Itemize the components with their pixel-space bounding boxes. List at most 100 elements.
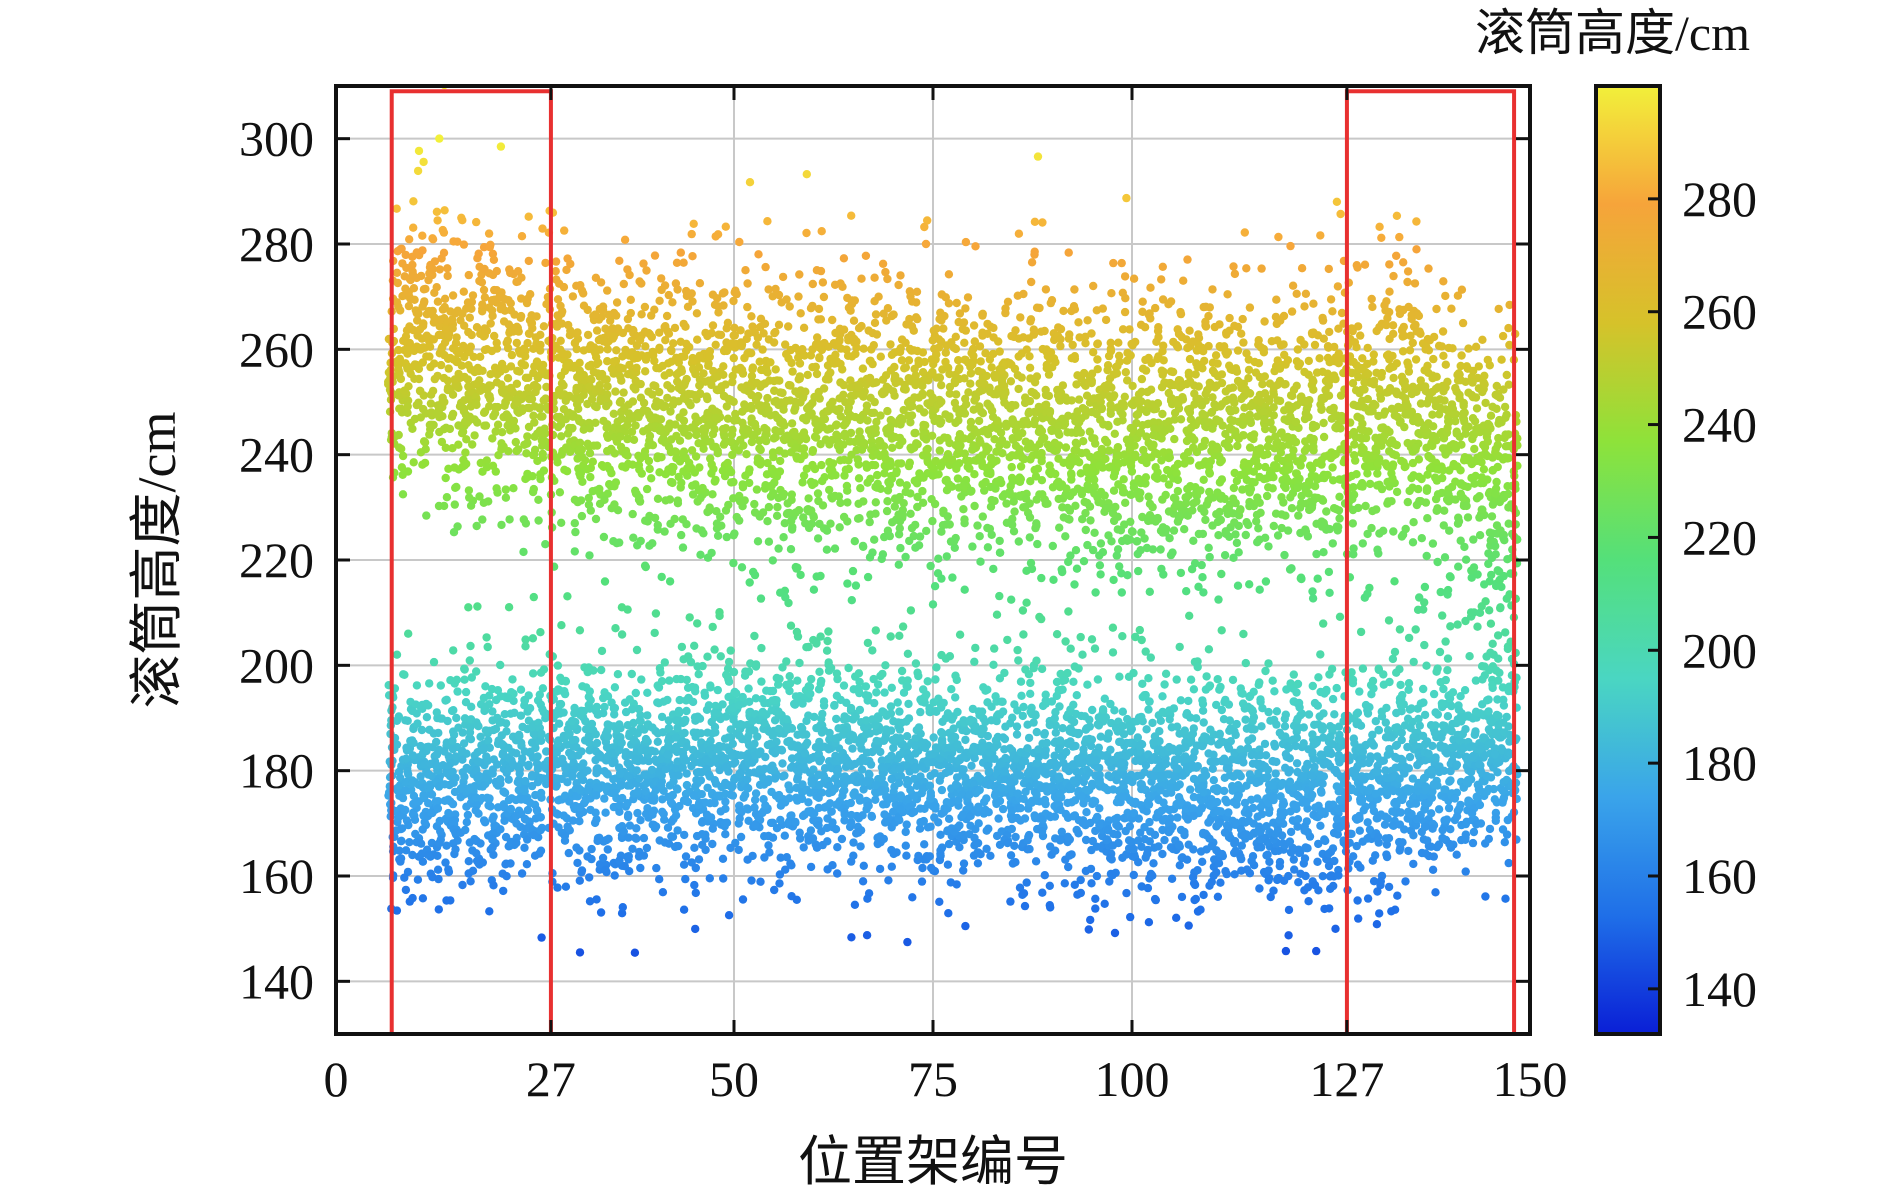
data-point [795,270,804,279]
data-point [1166,367,1176,376]
data-point [959,318,969,327]
data-point [653,494,663,503]
data-point [928,367,937,377]
data-point [704,361,713,370]
data-point [576,496,586,505]
data-point [468,440,477,449]
data-point [1000,398,1009,407]
data-point [808,447,817,456]
data-point [822,545,832,554]
data-point [719,301,728,310]
data-point [642,484,652,494]
data-point [439,248,449,257]
data-point [1363,359,1372,369]
data-point [1470,444,1479,454]
data-point [989,458,998,467]
data-point [641,355,651,364]
data-point [743,349,752,358]
data-point [1457,285,1467,294]
data-point [591,418,600,427]
data-point [665,368,674,377]
data-point [1447,304,1456,313]
data-point [1358,419,1367,428]
data-point [1325,327,1334,337]
data-point [1108,393,1118,402]
data-point [419,343,428,352]
data-point [497,443,507,452]
data-point [1142,432,1151,441]
data-point [942,341,951,350]
data-point [575,438,585,447]
data-point [478,515,487,524]
data-point [990,496,999,506]
data-point [480,293,490,302]
data-point [1169,526,1179,535]
data-point [457,361,466,370]
data-point [1007,360,1016,369]
data-point [1054,323,1063,332]
data-point [1109,472,1119,481]
data-point [1095,461,1104,470]
data-point [1054,454,1063,463]
data-point [1188,337,1198,346]
data-point [552,319,561,328]
data-point [995,347,1004,356]
data-point [885,422,895,431]
data-point [1194,330,1203,339]
data-point [1126,517,1135,526]
data-point [536,330,545,339]
data-point [1429,422,1438,431]
data-point [527,318,537,328]
data-point [1308,375,1317,384]
data-point [1319,619,1328,628]
data-point [1030,465,1039,475]
data-point [1484,559,1493,569]
data-point [1422,342,1431,352]
data-point [600,495,609,504]
data-point [1379,526,1388,535]
data-point [1316,231,1325,240]
data-point [839,325,849,334]
data-point [609,308,619,318]
data-point [830,280,840,289]
data-point [586,506,595,515]
data-point [575,372,584,381]
data-point [437,437,447,447]
data-point [1033,152,1043,161]
data-point [463,375,473,384]
data-point [1251,456,1261,465]
data-point [1059,306,1068,316]
data-point [634,412,643,422]
data-point [1392,251,1401,260]
data-point [951,418,960,428]
data-point [769,338,779,347]
data-point [476,352,485,361]
data-point [464,395,474,404]
data-point [639,398,649,408]
data-point [782,396,791,406]
data-point [1070,352,1080,361]
data-point [808,279,817,289]
data-point [418,231,427,240]
data-point [1146,283,1155,292]
data-point [1372,368,1381,377]
data-point [576,468,586,478]
data-point [1238,314,1247,324]
data-point [654,364,664,373]
data-point [698,483,707,493]
data-point [657,453,666,462]
data-point [843,579,852,588]
data-point [1092,306,1102,315]
data-point [1063,514,1073,524]
data-point [1070,285,1079,294]
data-point [1364,427,1373,436]
data-point [400,386,409,395]
data-point [641,342,650,351]
data-point [665,495,675,504]
data-point [1440,553,1450,562]
data-point [1380,301,1389,310]
data-point [1201,515,1210,525]
data-point [889,387,898,396]
data-point [1025,396,1035,406]
data-point [997,478,1006,488]
